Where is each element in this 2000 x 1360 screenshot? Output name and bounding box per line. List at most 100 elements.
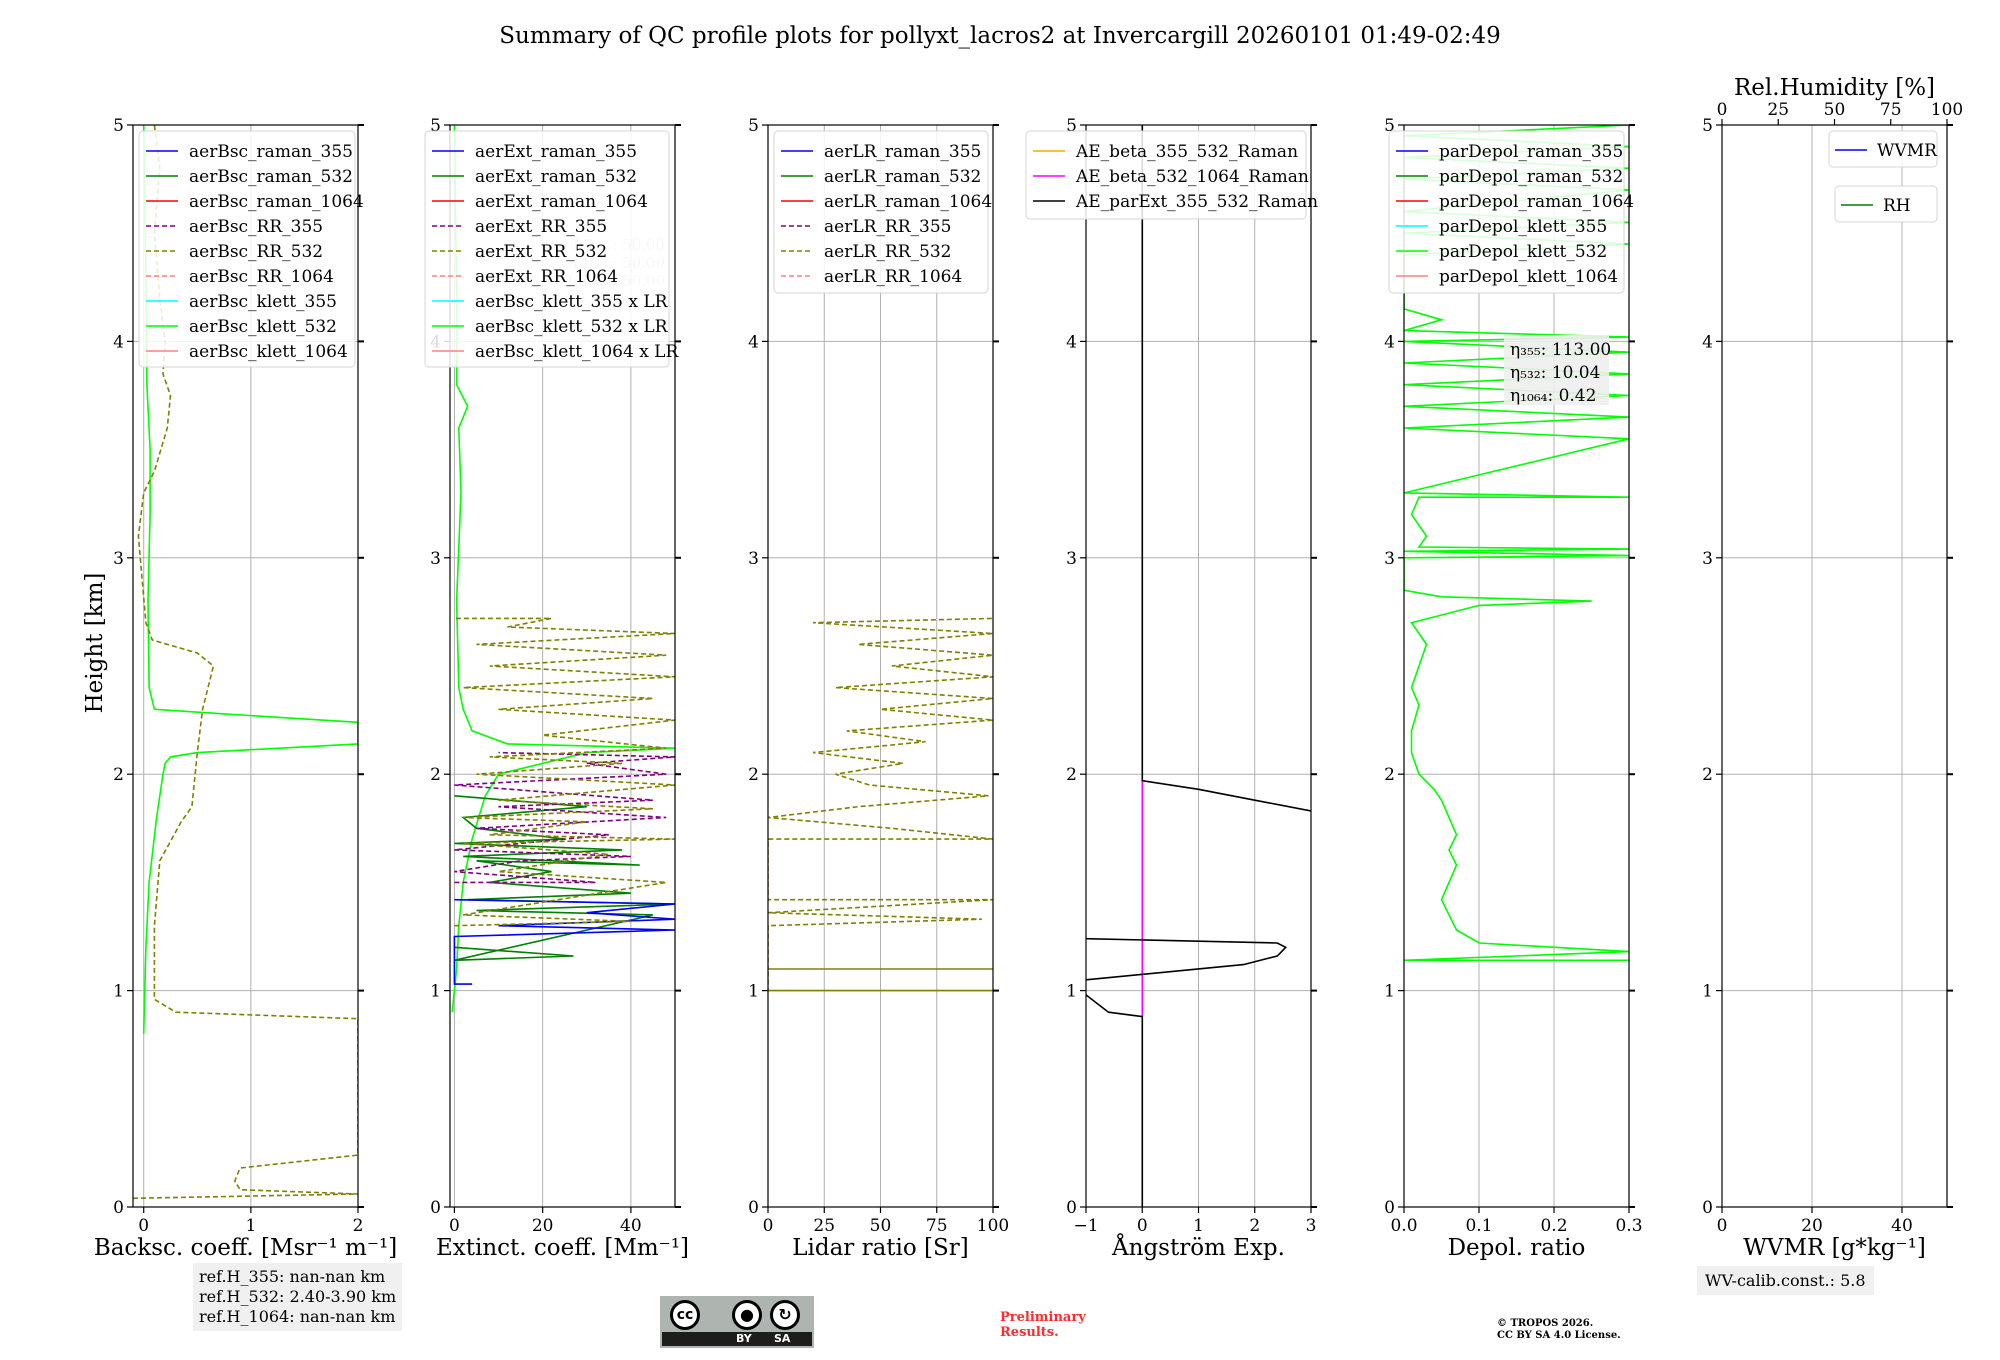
legend-label: aerLR_raman_355 xyxy=(824,142,981,162)
legend-label: aerLR_raman_532 xyxy=(824,167,981,187)
copyright-line-1: © TROPOS 2026. xyxy=(1497,1318,1594,1329)
y-tick-label: 3 xyxy=(1384,549,1395,569)
cc-license-badge: cc ● ↻ BY SA xyxy=(660,1296,814,1348)
legend-label: parDepol_raman_355 xyxy=(1439,142,1623,162)
y-tick-label: 0 xyxy=(748,1198,759,1218)
y-tick-label: 2 xyxy=(1702,765,1713,785)
copyright-line-2: CC BY SA 4.0 License. xyxy=(1497,1330,1621,1341)
x-tick-label: 20 xyxy=(1801,1216,1823,1236)
legend: aerExt_raman_355 aerExt_raman_532 aerExt_r… xyxy=(424,130,679,368)
legend-label: parDepol_raman_1064 xyxy=(1439,192,1634,212)
legend-label: aerExt_RR_355 xyxy=(475,217,607,237)
series-line xyxy=(142,125,358,1034)
legend-label: parDepol_klett_532 xyxy=(1439,242,1607,262)
x-tick-label: −1 xyxy=(1073,1216,1098,1236)
y-tick-label: 2 xyxy=(430,765,441,785)
y-tick-label: 3 xyxy=(748,549,759,569)
x-tick-label: 0 xyxy=(1137,1216,1148,1236)
y-tick-label: 0 xyxy=(1384,1198,1395,1218)
legend-label: aerLR_RR_532 xyxy=(824,242,951,262)
y-tick-label: 2 xyxy=(748,765,759,785)
x-tick-label: 40 xyxy=(620,1216,642,1236)
legend-frame xyxy=(1834,185,1938,223)
y-tick-label: 4 xyxy=(113,332,124,352)
series-line xyxy=(1141,125,1311,812)
series-line xyxy=(454,795,675,962)
y-tick-label: 4 xyxy=(1384,332,1395,352)
legend-label: aerBsc_RR_532 xyxy=(189,242,323,262)
y-tick-label: 2 xyxy=(1066,765,1077,785)
reference-height-box: ref.H_355: nan-nan km ref.H_532: 2.40-3.… xyxy=(193,1263,403,1331)
cc-by-label: BY xyxy=(736,1332,752,1345)
panel-ext: 01234502040Extinct. coeff. [Mm⁻¹]LR₃₅₅: … xyxy=(424,116,689,1261)
legend-label: aerExt_raman_355 xyxy=(475,142,637,162)
x-tick-label: 0 xyxy=(138,1216,149,1236)
series-line xyxy=(454,751,675,884)
y-tick-label: 3 xyxy=(430,549,441,569)
legend-frame xyxy=(1388,130,1625,294)
x-tick-label: 0 xyxy=(763,1216,774,1236)
plot-frame xyxy=(1403,124,1630,1208)
y-tick-label: 2 xyxy=(1384,765,1395,785)
ref-height-355: ref.H_355: nan-nan km xyxy=(199,1267,386,1286)
person-icon: ● xyxy=(732,1300,762,1330)
legend-label: aerBsc_raman_532 xyxy=(189,167,353,187)
legend-label: aerBsc_raman_1064 xyxy=(189,192,364,212)
legend-label: aerExt_RR_1064 xyxy=(475,267,618,287)
legend-label: aerBsc_klett_355 xyxy=(189,292,337,312)
x-tick-label: 0.3 xyxy=(1615,1216,1642,1236)
legend-label: aerBsc_klett_355 x LR xyxy=(475,292,669,312)
plot-frame xyxy=(132,124,359,1208)
x-tick-label: 2 xyxy=(353,1216,364,1236)
series-line xyxy=(768,617,993,992)
top-x-tick-label: 100 xyxy=(1931,100,1963,120)
legend-label: AE_beta_355_532_Raman xyxy=(1075,142,1298,162)
legend-label: RH xyxy=(1883,196,1911,216)
x-tick-label: 0.1 xyxy=(1465,1216,1492,1236)
legend: AE_beta_355_532_Raman AE_beta_532_1064_Ra… xyxy=(1025,130,1318,220)
y-tick-label: 0 xyxy=(1702,1198,1713,1218)
x-tick-label: 3 xyxy=(1306,1216,1317,1236)
x-axis-label: Ångström Exp. xyxy=(1111,1233,1285,1261)
y-tick-label: 3 xyxy=(113,549,124,569)
legend-label: aerLR_RR_355 xyxy=(824,217,951,237)
top-x-tick-label: 50 xyxy=(1824,100,1846,120)
y-tick-label: 0 xyxy=(113,1198,124,1218)
legend-label: aerBsc_klett_532 xyxy=(189,317,337,337)
legend-label: AE_beta_532_1064_Raman xyxy=(1075,167,1309,187)
y-tick-label: 1 xyxy=(430,982,441,1002)
eta-box xyxy=(1504,335,1609,405)
plot-frame xyxy=(449,124,676,1208)
legend-label: aerBsc_RR_355 xyxy=(189,217,323,237)
series-line xyxy=(454,617,675,927)
legend: aerLR_raman_355 aerLR_raman_532 aerLR_rama… xyxy=(773,130,992,294)
legend-label: aerBsc_klett_1064 x LR xyxy=(475,342,679,362)
legend: aerBsc_raman_355 aerBsc_raman_532 aerBsc_r… xyxy=(138,130,364,368)
preliminary-line-1: Preliminary xyxy=(1000,1310,1086,1325)
panel-depol: 0 1 2 3 4 5 0.0 0.1 0.2 0.3 Depol. ratio parDepol_r… xyxy=(1384,116,1642,1261)
legend: WVMR RH xyxy=(1828,130,1938,223)
y-tick-label: 5 xyxy=(113,116,124,136)
x-axis-label: WVMR [g*kg⁻¹] xyxy=(1743,1235,1926,1261)
ref-height-1064: ref.H_1064: nan-nan km xyxy=(199,1307,396,1326)
legend-label: aerBsc_RR_1064 xyxy=(189,267,334,287)
cc-sa-label: SA xyxy=(774,1332,791,1345)
copyright-note: © TROPOS 2026. CC BY SA 4.0 License. xyxy=(1497,1318,1621,1342)
series-group xyxy=(768,617,993,992)
y-tick-label: 5 xyxy=(430,116,441,136)
series-group xyxy=(133,125,358,1200)
y-tick-label: 1 xyxy=(748,982,759,1002)
plot-frame xyxy=(1721,124,1948,1208)
y-tick-label: 0 xyxy=(430,1198,441,1218)
x-axis-label: Depol. ratio xyxy=(1448,1235,1586,1261)
preliminary-line-2: Results. xyxy=(1000,1325,1059,1340)
legend-label: aerLR_RR_1064 xyxy=(824,267,962,287)
legend-label: aerBsc_raman_355 xyxy=(189,142,353,162)
x-tick-label: 1 xyxy=(1193,1216,1204,1236)
series-line xyxy=(1086,937,1288,981)
legend-label: parDepol_klett_1064 xyxy=(1439,267,1618,287)
legend: parDepol_raman_355 parDepol_raman_532 parD… xyxy=(1388,130,1634,294)
